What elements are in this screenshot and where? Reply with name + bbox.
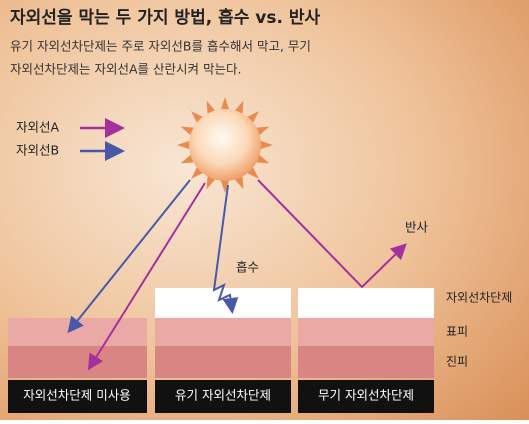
layer-label: 진피 [446, 355, 468, 369]
sun-ray [258, 140, 273, 150]
sun-ray [177, 140, 192, 150]
description: 유기 자외선차단제는 주로 자외선B를 흡수해서 막고, 무기 [10, 39, 311, 54]
uvb-arrow [67, 179, 191, 334]
sun-ray [220, 97, 230, 112]
layer-label: 표피 [446, 325, 468, 339]
title: 자외선을 막는 두 가지 방법, 흡수 vs. 반사 [10, 7, 321, 28]
panel-label: 자외선차단제 미사용 [23, 388, 130, 403]
reflected-arrow [257, 179, 407, 289]
sun [177, 97, 273, 193]
annotation: 반사 [405, 220, 429, 235]
description: 자외선차단제는 자외선A를 산란시켜 막는다. [10, 62, 241, 77]
layer-label: 자외선차단제 [446, 291, 512, 305]
panel-label: 무기 자외선차단제 [318, 388, 414, 403]
annotation: 흡수 [236, 260, 259, 275]
sun-ray [220, 178, 230, 193]
legend-label: 자외선A [16, 120, 60, 135]
panel-organic [155, 288, 291, 413]
absorbed-arrow [212, 184, 239, 314]
legend-label: 자외선B [16, 143, 59, 158]
uva-arrow [87, 182, 206, 371]
panel-inorganic [298, 288, 434, 413]
panel-label: 유기 자외선차단제 [175, 388, 271, 403]
